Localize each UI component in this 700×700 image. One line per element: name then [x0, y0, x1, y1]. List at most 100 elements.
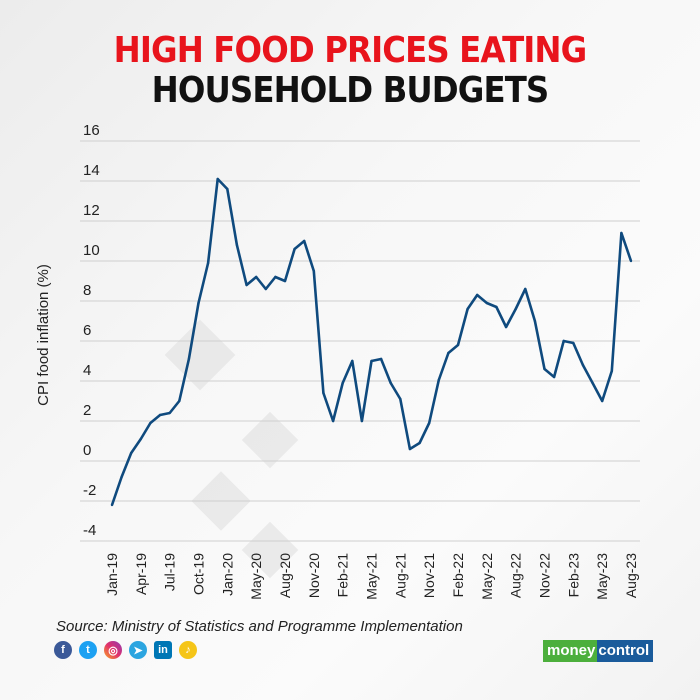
x-tick-label: Apr-19: [133, 553, 149, 595]
x-tick-label: Feb-23: [565, 553, 581, 598]
data-point: [264, 287, 267, 291]
x-tick-label: Aug-21: [392, 553, 408, 598]
data-point: [485, 301, 489, 305]
data-point: [562, 339, 565, 343]
data-point: [351, 359, 354, 363]
x-tick-label: Feb-22: [450, 553, 466, 598]
data-point: [293, 247, 296, 251]
x-tick-label: Jan-19: [104, 553, 120, 596]
logo-control: control: [597, 640, 654, 662]
data-point: [274, 275, 277, 279]
title-line-1: HIGH FOOD PRICES EATING: [113, 30, 588, 71]
data-point: [620, 231, 623, 235]
x-tick-label: Feb-21: [335, 553, 351, 598]
x-tick-label: May-22: [479, 553, 495, 600]
data-point: [379, 357, 383, 361]
x-tick-label: Aug-20: [277, 553, 293, 598]
data-point: [254, 275, 258, 279]
moneycontrol-logo: money control: [543, 640, 654, 662]
snapchat-icon[interactable]: ♪: [179, 641, 197, 659]
data-point: [303, 239, 306, 243]
x-tick-label: Jan-20: [219, 553, 235, 596]
x-tick-label: Nov-22: [537, 553, 553, 598]
facebook-icon[interactable]: f: [54, 641, 72, 659]
y-tick-label: 14: [83, 162, 100, 179]
data-point: [447, 351, 450, 355]
data-point: [139, 437, 143, 441]
data-point: [437, 378, 440, 382]
data-point: [312, 269, 316, 273]
data-point: [206, 261, 210, 265]
data-point: [187, 357, 191, 361]
y-tick-label: 0: [83, 442, 91, 459]
data-point: [331, 419, 335, 423]
data-point: [110, 503, 114, 507]
data-point: [610, 369, 613, 373]
x-tick-label: May-23: [594, 553, 610, 600]
data-point: [130, 451, 133, 455]
data-point: [235, 243, 239, 247]
data-point: [283, 279, 287, 283]
source-note: Source: Ministry of Statistics and Progr…: [56, 618, 463, 635]
data-point: [466, 307, 469, 311]
data-point: [504, 325, 508, 329]
data-point: [524, 287, 527, 291]
data-point: [178, 399, 181, 403]
data-point: [149, 421, 152, 425]
data-point: [158, 413, 162, 417]
data-point: [552, 375, 556, 379]
logo-money: money: [543, 640, 598, 662]
y-tick-label: 10: [83, 242, 100, 259]
x-tick-label: Jul-19: [162, 553, 178, 591]
data-point: [389, 381, 392, 385]
data-point: [341, 381, 344, 385]
y-tick-label: 8: [83, 282, 91, 299]
data-point: [427, 421, 431, 425]
y-tick-label: -4: [83, 522, 96, 539]
data-point: [408, 447, 412, 451]
data-point: [322, 391, 325, 395]
data-point: [600, 399, 604, 403]
data-point: [168, 411, 171, 415]
background-diamonds: [164, 319, 299, 579]
data-point: [456, 343, 460, 347]
data-point: [360, 419, 364, 423]
data-point: [629, 259, 633, 263]
data-point: [581, 363, 585, 367]
y-axis-label: CPI food inflation (%): [35, 264, 52, 406]
twitter-icon[interactable]: t: [79, 641, 97, 659]
y-tick-label: 2: [83, 402, 91, 419]
data-point: [120, 475, 123, 479]
instagram-icon[interactable]: ◎: [104, 641, 122, 659]
social-links: f t ◎ ➤ in ♪: [54, 641, 197, 659]
x-tick-label: Nov-20: [306, 553, 322, 598]
x-tick-label: May-20: [248, 553, 264, 600]
y-tick-label: 6: [83, 322, 91, 339]
data-point: [543, 367, 546, 371]
x-tick-label: Aug-23: [623, 553, 639, 598]
x-tick-label: Aug-22: [508, 553, 524, 598]
x-tick-label: May-21: [364, 553, 380, 600]
y-tick-label: 12: [83, 202, 100, 219]
data-point: [370, 359, 373, 363]
y-tick-label: -2: [83, 482, 96, 499]
data-point: [591, 381, 594, 385]
y-tick-label: 16: [83, 122, 100, 139]
title-line-2: HOUSEHOLD BUDGETS: [151, 70, 550, 111]
data-point: [533, 319, 537, 323]
data-point: [399, 397, 402, 401]
data-point: [495, 305, 498, 309]
x-tick-label: Oct-19: [191, 553, 207, 595]
y-tick-label: 4: [83, 362, 91, 379]
data-point: [216, 177, 219, 181]
data-point: [226, 187, 229, 191]
linkedin-icon[interactable]: in: [154, 641, 172, 659]
data-point: [514, 307, 517, 311]
data-point: [245, 283, 248, 287]
data-point: [418, 441, 421, 445]
data-point: [197, 301, 200, 305]
data-point: [572, 341, 575, 345]
telegram-icon[interactable]: ➤: [129, 641, 147, 659]
data-point: [476, 293, 479, 297]
